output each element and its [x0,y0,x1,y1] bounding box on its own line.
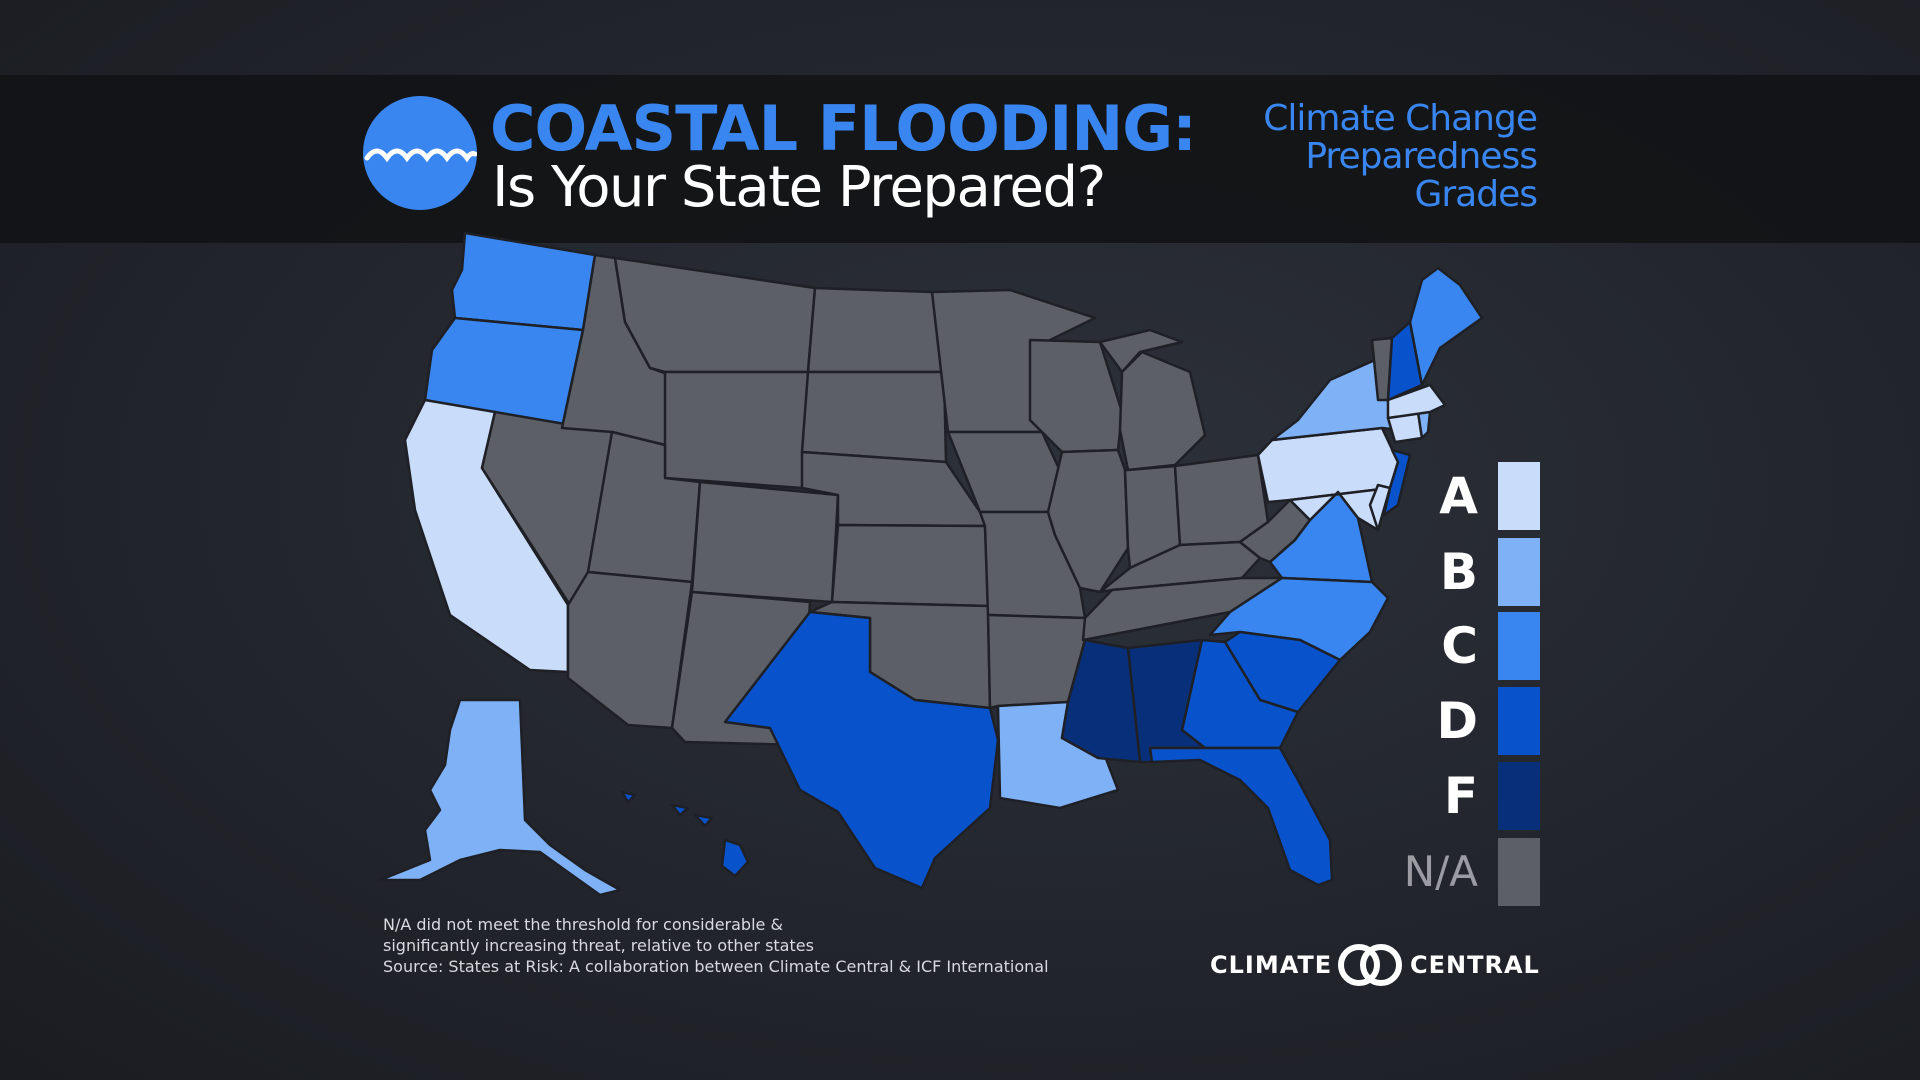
legend-item-a: A [1380,462,1540,530]
subtitle: Climate Change Preparedness Grades [1177,98,1538,215]
header-band [0,75,1920,243]
title-line-1: COASTAL FLOODING: [490,92,1197,165]
legend-swatch [1498,762,1540,830]
state-texas [723,610,1000,890]
state-colorado [690,480,840,604]
footnote: N/A did not meet the threshold for consi… [383,914,1049,977]
state-new-jersey [1382,448,1412,517]
legend-item-b: B [1380,538,1540,606]
legend-label: C [1441,617,1478,675]
legend-item-f: F [1380,762,1540,830]
brand-text-right: CENTRAL [1410,951,1540,979]
footnote-line: significantly increasing threat, relativ… [383,936,814,955]
legend-item-na: N/A [1380,838,1540,906]
state-kansas [830,523,990,608]
legend-label: F [1443,767,1478,825]
legend-label: D [1436,692,1478,750]
legend-item-d: D [1380,687,1540,755]
state-wyoming [663,370,810,490]
climate-central-logo: CLIMATE CENTRAL [1210,940,1540,990]
state-alaska [378,698,622,897]
legend-swatch [1498,687,1540,755]
legend-swatch [1498,838,1540,906]
state-massachusetts [1386,383,1447,420]
subtitle-line: Climate Change [1263,98,1538,139]
footnote-line: N/A did not meet the threshold for consi… [383,915,783,934]
state-maine [1408,266,1484,387]
state-washington [450,231,597,332]
state-north-dakota [806,286,946,374]
state-south-dakota [800,370,948,464]
subtitle-line: Preparedness [1305,136,1538,177]
legend-item-c: C [1380,612,1540,680]
state-wisconsin [1028,338,1124,454]
legend-swatch [1498,612,1540,680]
state-michigan [1098,328,1207,472]
source-line: Source: States at Risk: A collaboration … [383,957,1049,976]
state-delaware [1368,483,1392,532]
wave-icon [363,96,477,210]
interlocking-circles-icon [1338,944,1402,986]
state-mississippi [1060,638,1142,764]
legend-swatch [1498,538,1540,606]
legend-label: N/A [1403,847,1478,896]
state-hawaii [620,790,750,878]
state-montana [613,256,817,374]
legend-label: B [1439,543,1478,601]
brand-text-left: CLIMATE [1210,951,1333,979]
state-florida [1148,746,1334,887]
state-arizona [566,570,694,730]
title-line-2: Is Your State Prepared? [492,155,1106,220]
legend-swatch [1498,462,1540,530]
subtitle-line: Grades [1414,174,1538,215]
legend-label: A [1439,467,1478,525]
